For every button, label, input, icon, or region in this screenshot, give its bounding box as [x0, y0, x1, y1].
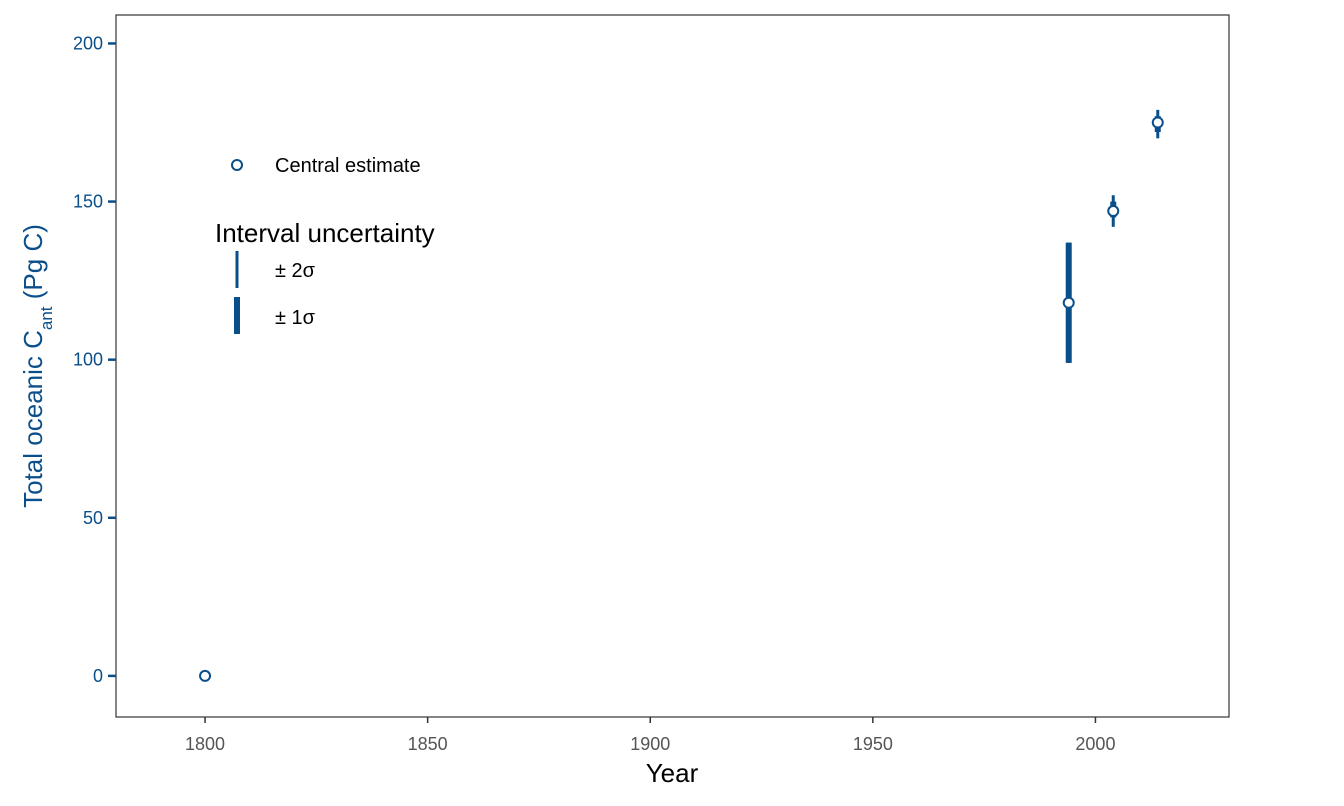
x-tick-label: 2000 [1075, 734, 1115, 754]
x-axis: 1800 1850 1900 1950 2000 [185, 717, 1115, 754]
x-tick-label: 1900 [630, 734, 670, 754]
legend-one-sigma-label: ± 1σ [275, 307, 316, 329]
y-axis: 0 50 100 150 200 [73, 33, 116, 686]
y-axis-title-main: Total oceanic C [18, 330, 48, 508]
x-tick-label: 1850 [408, 734, 448, 754]
y-axis-title: Total oceanic Cant (Pg C) [18, 224, 56, 508]
legend-interval-title: Interval uncertainty [215, 218, 435, 248]
x-tick-label: 1800 [185, 734, 225, 754]
central-estimate-point [1151, 116, 1164, 129]
central-estimate-point [1062, 296, 1075, 309]
y-tick-label: 150 [73, 192, 103, 212]
central-estimate-point [1107, 205, 1120, 218]
y-axis-title-unit: (Pg C) [18, 224, 48, 306]
y-tick-label: 0 [93, 666, 103, 686]
x-tick-label: 1950 [853, 734, 893, 754]
legend-central-marker [231, 159, 243, 171]
x-axis-title: Year [646, 758, 699, 788]
legend-central-label: Central estimate [275, 155, 421, 177]
plot-panel [115, 14, 1230, 718]
y-axis-title-subscript: ant [37, 306, 56, 330]
legend-two-sigma-label: ± 2σ [275, 260, 316, 282]
y-tick-label: 50 [83, 508, 103, 528]
legend: Central estimate Interval uncertainty ± … [215, 155, 435, 334]
central-estimate-point [199, 669, 212, 682]
y-tick-label: 100 [73, 350, 103, 370]
data-marks [199, 109, 1164, 682]
y-tick-label: 200 [73, 33, 103, 53]
